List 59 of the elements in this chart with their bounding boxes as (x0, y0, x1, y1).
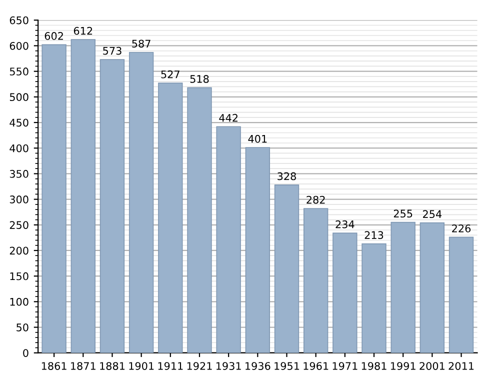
y-tick-label: 50 (16, 323, 28, 332)
data-label: 587 (132, 40, 150, 48)
x-tick-label: 1991 (390, 362, 416, 370)
y-tick-label: 100 (10, 298, 28, 306)
bar (128, 52, 154, 353)
bar (362, 243, 386, 353)
bar (42, 44, 66, 353)
y-tick-label: 200 (10, 246, 28, 255)
bar (100, 59, 125, 353)
bar (216, 126, 241, 353)
x-tick-label: 2001 (420, 362, 444, 370)
x-tick-label: 1921 (187, 362, 212, 370)
x-tick-label: 1931 (216, 362, 241, 370)
x-tick-label: 1881 (100, 362, 125, 370)
x-tick-label: 1911 (158, 362, 183, 370)
x-tick-label: 1901 (129, 362, 154, 370)
bar (187, 87, 212, 353)
bar (303, 208, 328, 353)
data-label: 573 (103, 46, 122, 55)
data-label: 254 (423, 210, 442, 218)
x-tick-label: 1971 (332, 362, 358, 370)
x-tick-label: 2011 (448, 362, 474, 370)
data-label: 442 (219, 114, 238, 122)
y-tick-label: 650 (10, 16, 28, 24)
x-tick-label: 1951 (274, 362, 300, 370)
data-label: 401 (248, 134, 267, 143)
bar (245, 147, 270, 353)
x-tick-label: 1861 (42, 362, 66, 370)
x-tick-label: 1936 (246, 362, 270, 370)
bar (158, 82, 183, 353)
y-tick-label: 300 (10, 196, 28, 204)
bar (420, 222, 445, 353)
x-tick-label: 1871 (71, 362, 96, 370)
bar (274, 184, 300, 353)
y-tick-label: 150 (10, 272, 28, 280)
y-tick-label: 450 (10, 118, 28, 127)
data-label: 213 (364, 231, 384, 240)
data-label: 527 (161, 70, 180, 78)
data-label: 234 (336, 220, 354, 228)
bar (70, 39, 96, 353)
y-tick-label: 550 (10, 68, 28, 76)
y-tick-label: 250 (10, 221, 28, 229)
bar (332, 232, 358, 353)
y-tick-label: 400 (10, 144, 28, 152)
data-label: 328 (278, 172, 296, 180)
data-label: 226 (452, 224, 471, 232)
y-tick-label: 600 (10, 42, 28, 50)
bar (448, 236, 474, 353)
data-label: 612 (74, 26, 92, 35)
y-tick-label: 0 (23, 349, 28, 357)
data-label: 255 (394, 210, 412, 218)
x-tick-label: 1981 (362, 362, 386, 370)
data-label: 518 (190, 75, 209, 83)
x-tick-label: 1961 (304, 362, 328, 370)
data-label: 602 (44, 32, 63, 40)
y-tick-label: 500 (10, 93, 28, 102)
y-tick-label: 350 (10, 170, 28, 178)
data-label: 282 (306, 196, 325, 204)
bar (390, 222, 416, 353)
